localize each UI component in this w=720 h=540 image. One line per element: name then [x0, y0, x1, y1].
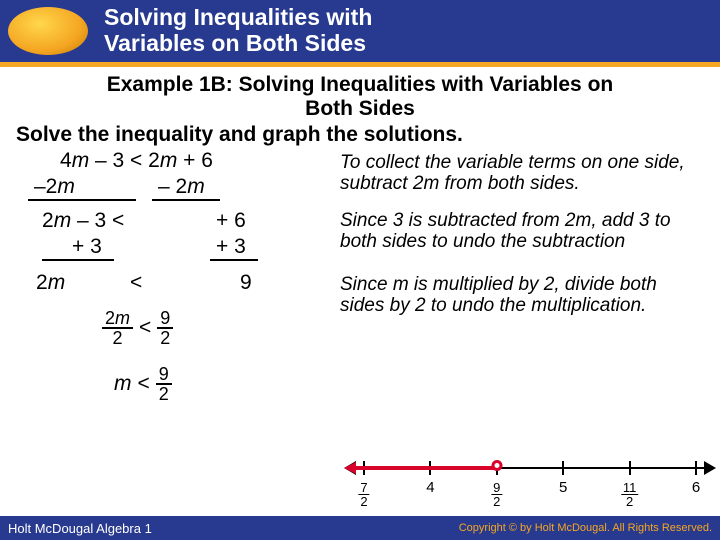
step4-mid: <: [130, 271, 142, 295]
step4-left: 2m: [36, 271, 65, 295]
header-title: Solving Inequalities with Variables on B…: [104, 5, 372, 57]
final-answer: m < 92: [114, 365, 172, 403]
problem-line: 4m – 3 < 2m + 6: [60, 149, 213, 173]
step4-right: 9: [240, 271, 252, 295]
rule-1a: [28, 199, 136, 201]
header-orb-icon: [8, 7, 88, 55]
note-2: Since 3 is subtracted from 2m, add 3 to …: [340, 211, 700, 253]
numline-tick-label: 6: [692, 479, 700, 496]
rule-1b: [152, 199, 220, 201]
note-1: To collect the variable terms on one sid…: [340, 153, 700, 195]
division-step: 2m2 < 92: [102, 309, 173, 347]
footer-left: Holt McDougal Algebra 1: [8, 521, 152, 536]
numline-tick: [562, 461, 564, 475]
step1-left: –2m: [34, 175, 75, 199]
numline-tick: [695, 461, 697, 475]
slide-content: Example 1B: Solving Inequalities with Va…: [0, 67, 720, 479]
numline-tick-label: 5: [559, 479, 567, 496]
numline-tick-label: 72: [358, 479, 369, 508]
instruction-text: Solve the inequality and graph the solut…: [16, 123, 704, 147]
step3-left: + 3: [72, 235, 102, 259]
example-title-l1: Example 1B: Solving Inequalities with Va…: [107, 73, 613, 96]
header-title-line2: Variables on Both Sides: [104, 30, 366, 56]
step3-right: + 3: [216, 235, 246, 259]
example-title: Example 1B: Solving Inequalities with Va…: [16, 73, 704, 121]
rule-2a: [42, 259, 114, 261]
footer-right: Copyright © by Holt McDougal. All Rights…: [459, 522, 712, 534]
step2-left: 2m – 3 <: [42, 209, 124, 233]
header-bar: Solving Inequalities with Variables on B…: [0, 0, 720, 62]
footer-bar: Holt McDougal Algebra 1 Copyright © by H…: [0, 516, 720, 540]
numline-tick-label: 92: [491, 479, 502, 508]
open-circle-icon: [491, 460, 502, 471]
math-work-area: 4m – 3 < 2m + 6 –2m – 2m To collect the …: [16, 149, 704, 479]
numline-arrow-right-icon: [704, 461, 716, 475]
note-3: Since m is multiplied by 2, divide both …: [340, 275, 700, 317]
rule-2b: [210, 259, 258, 261]
header-title-line1: Solving Inequalities with: [104, 4, 372, 30]
step2-right: + 6: [216, 209, 246, 233]
solution-ray: [352, 466, 497, 470]
number-line: 7249251126: [346, 451, 714, 501]
numline-tick: [629, 461, 631, 475]
numline-tick-label: 4: [426, 479, 434, 496]
step1-right: – 2m: [158, 175, 205, 199]
numline-tick-label: 112: [621, 479, 639, 508]
solution-arrow-icon: [344, 462, 356, 474]
example-title-l2: Both Sides: [305, 97, 415, 120]
